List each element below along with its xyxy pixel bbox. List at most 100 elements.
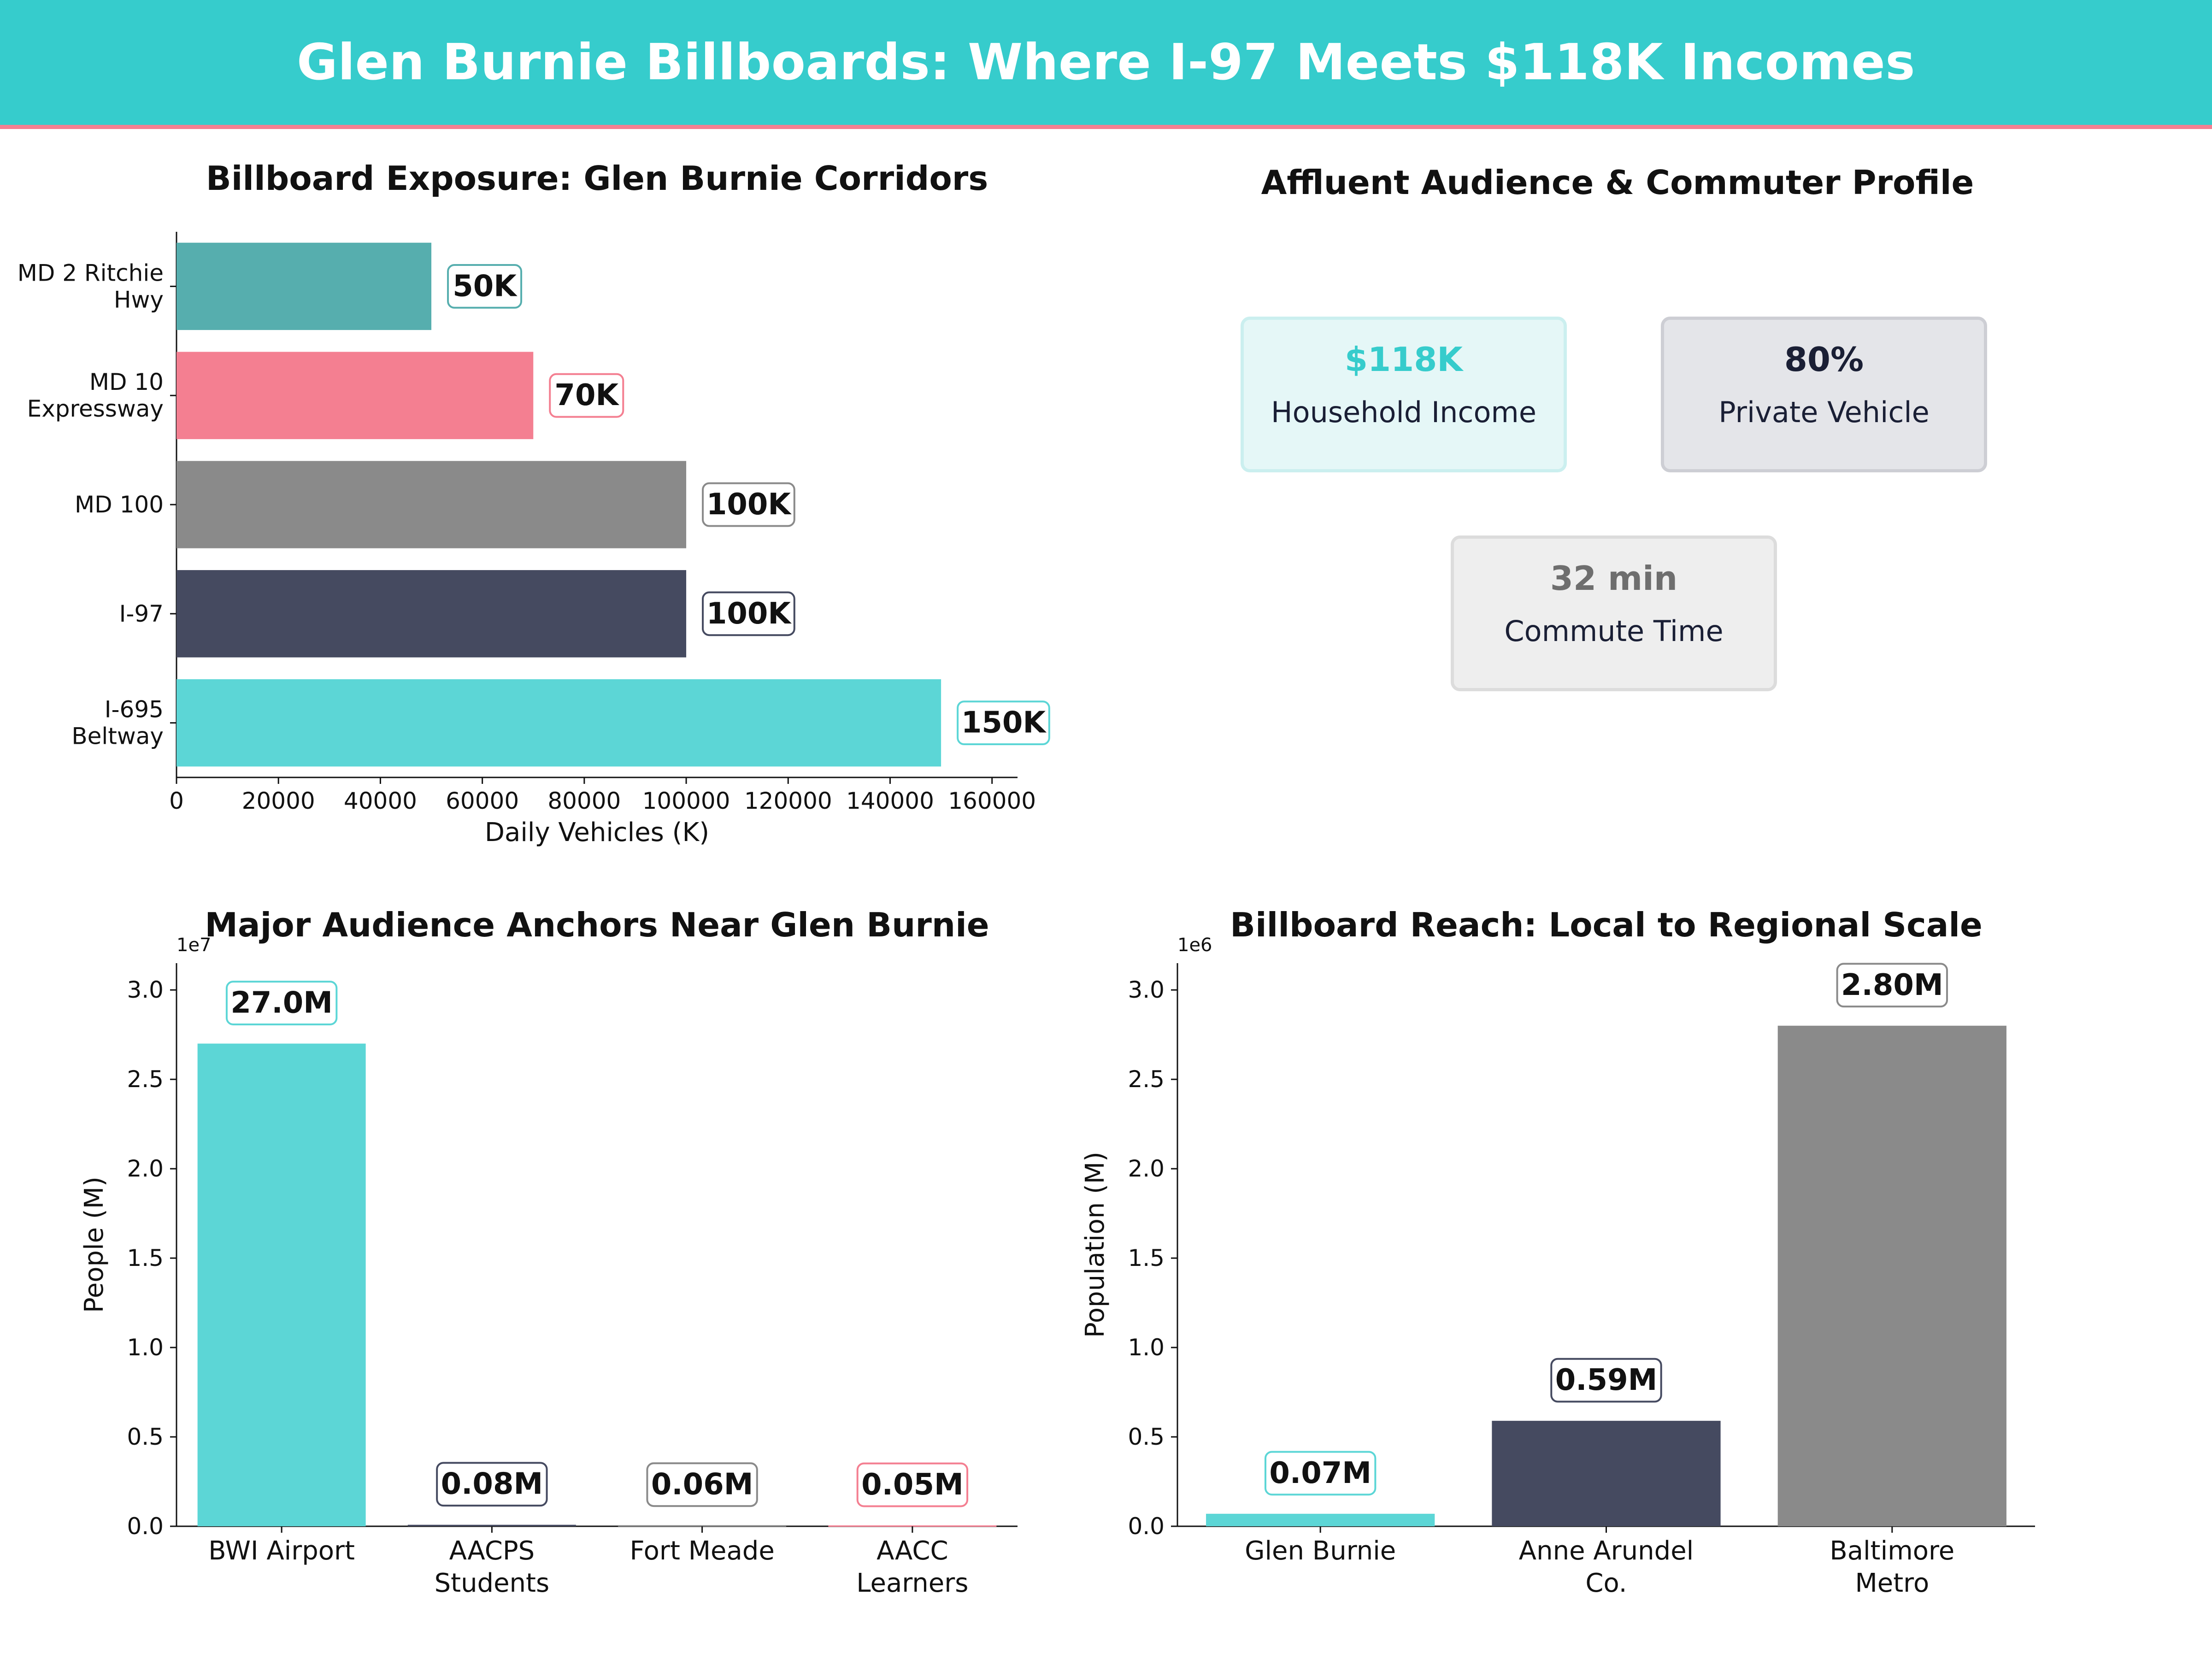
y-axis-label: Population (M) — [1080, 1152, 1110, 1338]
y-tick-label: I-695 — [105, 696, 164, 723]
data-label-box — [646, 1462, 758, 1507]
data-label: 0.59M — [1555, 1363, 1658, 1397]
data-label-box — [447, 264, 523, 309]
x-tick-label: Learners — [856, 1568, 968, 1598]
kpi-label: Household Income — [1271, 395, 1536, 429]
y-tick-label: 1.5 — [127, 1245, 164, 1271]
y-tick-label: 0.5 — [1128, 1424, 1165, 1450]
kpi-value: $118K — [1344, 340, 1463, 379]
x-tick-label: Co. — [1585, 1568, 1627, 1598]
bar — [176, 352, 534, 439]
chart-title: Major Audience Anchors Near Glen Burnie — [205, 906, 989, 944]
data-label: 50K — [453, 269, 518, 303]
y-tick-label: 1.0 — [127, 1334, 164, 1361]
kpi-label: Private Vehicle — [1718, 395, 1930, 429]
audience-profile-panel: Affluent Audience & Commuter Profile $11… — [1106, 147, 2212, 839]
data-label: 27.0M — [230, 986, 333, 1020]
y-tick-label: 1.5 — [1128, 1245, 1165, 1271]
x-tick-label: BWI Airport — [208, 1536, 355, 1566]
kpi-label: Commute Time — [1504, 614, 1724, 648]
kpi-card-private-vehicle: 80% Private Vehicle — [1661, 317, 1987, 472]
bar — [197, 1043, 366, 1526]
audience-anchors-chart: Major Audience Anchors Near Glen Burnie 0… — [79, 906, 1018, 1598]
y-tick-label: 2.5 — [127, 1066, 164, 1093]
kpi-value: 80% — [1784, 340, 1864, 379]
x-tick-label: Metro — [1855, 1568, 1929, 1598]
data-label-box — [702, 482, 795, 527]
data-label: 150K — [961, 706, 1047, 740]
y-tick-label: 1.0 — [1128, 1334, 1165, 1361]
y-tick-label: Expressway — [27, 395, 164, 422]
data-label: 100K — [706, 488, 792, 522]
x-tick-label: 0 — [169, 788, 184, 814]
bar — [1492, 1421, 1721, 1526]
data-label-box — [1550, 1358, 1662, 1403]
x-tick-label: 20000 — [242, 788, 315, 814]
bar — [176, 679, 941, 767]
data-label: 70K — [554, 378, 619, 412]
x-tick-label: 160000 — [948, 788, 1036, 814]
x-tick-label: Baltimore — [1830, 1536, 1954, 1566]
bar — [176, 242, 432, 330]
y-tick-label: 3.0 — [127, 977, 164, 1003]
y-tick-label: Hwy — [114, 286, 164, 313]
x-tick-label: Anne Arundel — [1519, 1536, 1694, 1566]
data-label: 2.80M — [1841, 968, 1943, 1002]
x-tick-label: Fort Meade — [629, 1536, 774, 1566]
bar — [176, 570, 687, 658]
chart-title: Billboard Reach: Local to Regional Scale — [1230, 906, 1983, 944]
data-label-box — [1836, 963, 1948, 1008]
x-tick-label: Students — [435, 1568, 550, 1598]
data-label-box — [436, 1462, 548, 1507]
y-tick-label: Beltway — [71, 723, 164, 750]
bar — [407, 1524, 576, 1526]
y-tick-label: 0.5 — [127, 1424, 164, 1450]
data-label-box — [957, 700, 1050, 745]
y-axis-offset: 1e6 — [1177, 935, 1212, 956]
y-axis-offset: 1e7 — [176, 935, 212, 956]
page-title: Glen Burnie Billboards: Where I-97 Meets… — [296, 34, 1915, 91]
data-label-box — [856, 1462, 969, 1507]
data-label: 0.08M — [441, 1467, 543, 1501]
title-banner: Glen Burnie Billboards: Where I-97 Meets… — [0, 0, 2212, 129]
bar — [618, 1525, 787, 1527]
x-tick-label: AACC — [877, 1536, 948, 1566]
x-tick-label: 80000 — [547, 788, 621, 814]
bar — [176, 461, 687, 548]
data-label: 0.07M — [1269, 1456, 1371, 1490]
data-label: 0.05M — [861, 1468, 964, 1502]
x-tick-label: 40000 — [344, 788, 417, 814]
chart-title: Billboard Exposure: Glen Burnie Corridor… — [206, 159, 988, 198]
x-tick-label: AACPS — [449, 1536, 535, 1566]
x-tick-label: 60000 — [446, 788, 519, 814]
y-tick-label: MD 2 Ritchie — [18, 259, 164, 286]
y-tick-label: 3.0 — [1128, 977, 1165, 1003]
kpi-card-commute-time: 32 min Commute Time — [1451, 535, 1777, 691]
data-label-box — [225, 981, 338, 1025]
y-tick-label: MD 10 — [89, 369, 164, 395]
data-label-box — [549, 373, 624, 418]
y-axis-label: People (M) — [79, 1177, 109, 1313]
billboard-reach-chart: Billboard Reach: Local to Regional Scale… — [1080, 906, 2035, 1598]
x-tick-label: 140000 — [846, 788, 934, 814]
bar — [1206, 1513, 1435, 1526]
bar — [1777, 1025, 2006, 1526]
y-tick-label: 2.0 — [127, 1155, 164, 1182]
kpi-panel-title: Affluent Audience & Commuter Profile — [1261, 163, 1974, 202]
y-tick-label: 2.0 — [1128, 1155, 1165, 1182]
data-label-box — [702, 591, 795, 636]
x-axis-label: Daily Vehicles (K) — [485, 818, 709, 847]
kpi-card-household-income: $118K Household Income — [1241, 317, 1567, 472]
data-label: 100K — [706, 597, 792, 631]
kpi-value: 32 min — [1550, 559, 1678, 598]
corridor-exposure-chart: Billboard Exposure: Glen Burnie Corridor… — [18, 159, 1050, 847]
y-tick-label: 0.0 — [127, 1513, 164, 1540]
y-tick-label: I-97 — [119, 600, 164, 627]
x-tick-label: 100000 — [642, 788, 730, 814]
data-label-box — [1264, 1451, 1377, 1496]
data-label: 0.06M — [651, 1468, 753, 1502]
x-tick-label: 120000 — [744, 788, 832, 814]
y-tick-label: MD 100 — [75, 491, 164, 518]
x-tick-label: Glen Burnie — [1245, 1536, 1396, 1566]
y-tick-label: 2.5 — [1128, 1066, 1165, 1093]
